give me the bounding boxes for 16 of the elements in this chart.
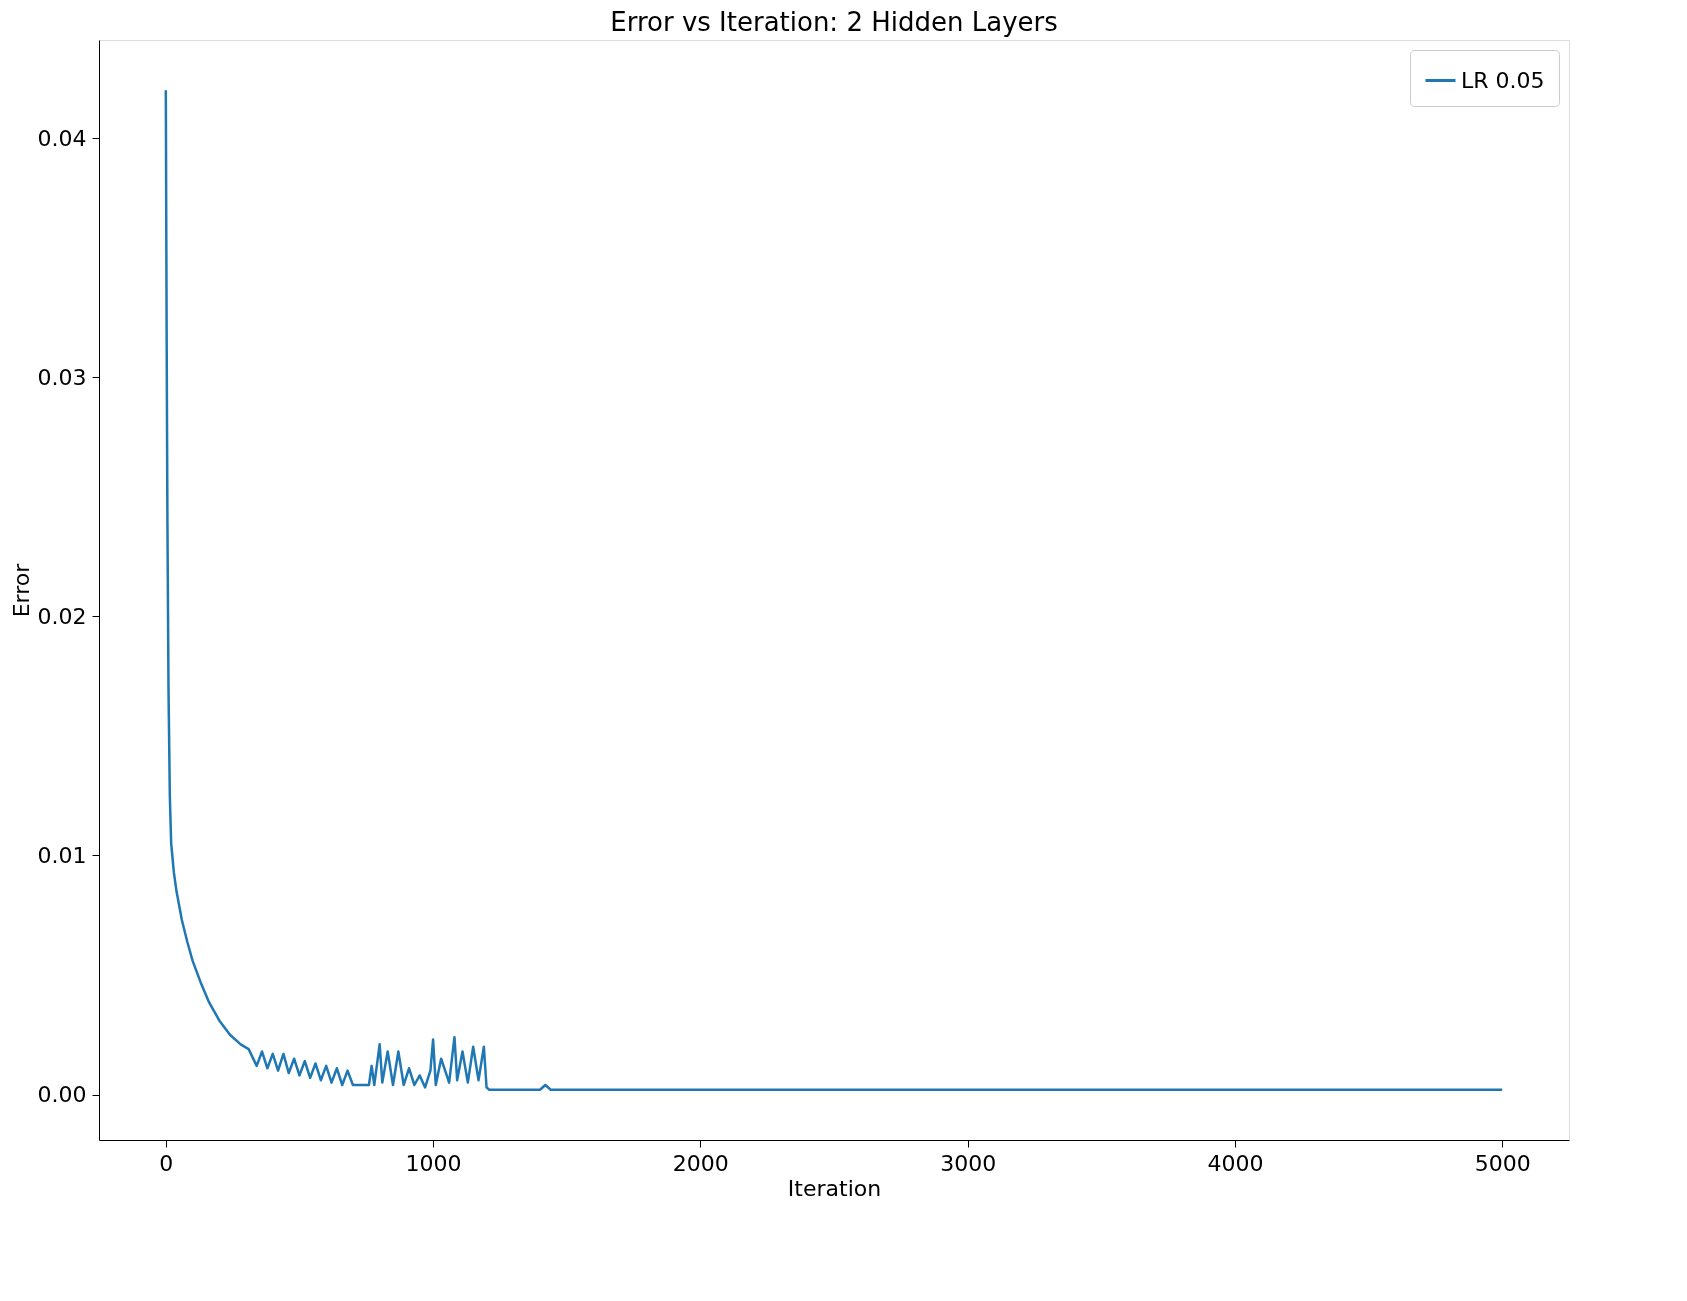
x-tick-label: 4000: [1207, 1150, 1264, 1176]
y-tick-label: 0.03: [37, 364, 87, 390]
x-tick-label: 3000: [940, 1150, 997, 1176]
legend-label: LR 0.05: [1461, 67, 1545, 93]
x-axis-title: Iteration: [787, 1175, 882, 1201]
x-tick-label: 1000: [405, 1150, 462, 1176]
y-axis-title: Error: [8, 562, 34, 618]
y-tick-label: 0.04: [37, 125, 87, 151]
y-tick-label: 0.02: [37, 603, 87, 629]
y-tick-label: 0.00: [37, 1082, 87, 1108]
x-tick-label: 2000: [672, 1150, 729, 1176]
x-tick-label: 0: [159, 1150, 174, 1176]
line-series: [164, 88, 1504, 1092]
y-tick-label: 0.01: [37, 842, 87, 868]
x-tick-label: 5000: [1474, 1150, 1531, 1176]
chart-title: Error vs Iteration: 2 Hidden Layers: [610, 7, 1058, 37]
